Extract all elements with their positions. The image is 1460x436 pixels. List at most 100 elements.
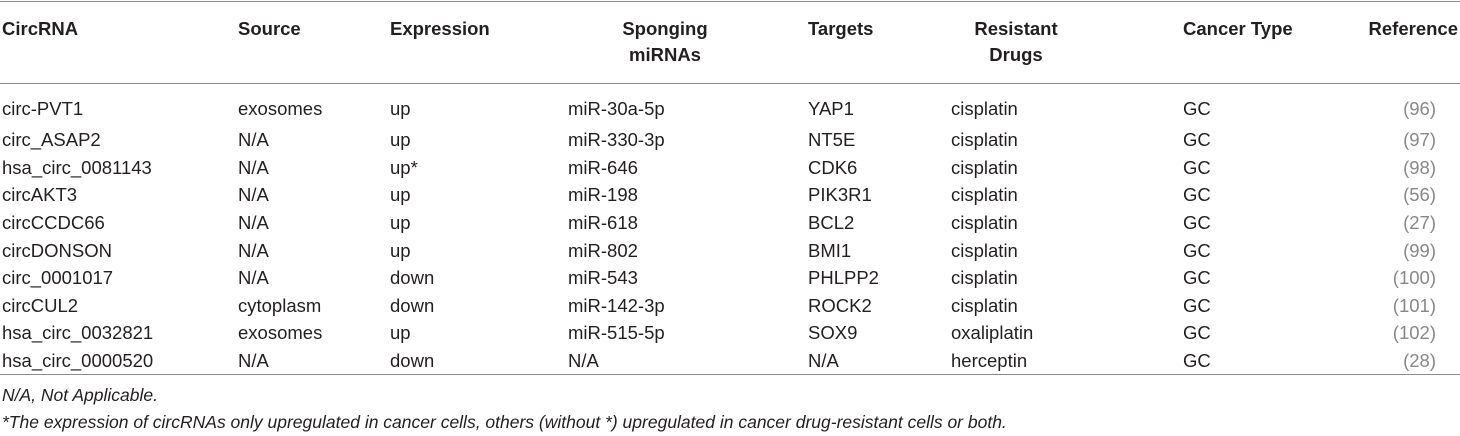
cell-cancer-type: GC [1183, 239, 1211, 261]
cell-reference: (99) [1355, 236, 1460, 264]
reference-link[interactable]: 101 [1398, 294, 1430, 316]
reference-paren: ( [1403, 350, 1410, 372]
cell-targets: ROCK2 [808, 294, 872, 316]
cell-sponging-mirna: miR-618 [568, 212, 638, 234]
cell-resistant-drug: cisplatin [951, 156, 1018, 178]
cell-cancer-type: GC [1183, 98, 1211, 119]
cell-reference: (56) [1355, 181, 1460, 209]
cell-circrna: hsa_circ_0032821 [2, 322, 154, 344]
cell-source: exosomes [238, 98, 323, 119]
reference-link[interactable]: 100 [1398, 267, 1430, 289]
cell-expression: up [390, 212, 411, 234]
reference-link[interactable]: 96 [1409, 98, 1430, 119]
reference-paren: ) [1429, 294, 1436, 316]
cell-reference: (96) [1355, 83, 1460, 126]
header-cancer-type: Cancer Type [1183, 18, 1293, 39]
cell-expression: up* [390, 156, 418, 178]
cell-resistant-drug: cisplatin [951, 239, 1018, 261]
cell-sponging-mirna: N/A [568, 350, 599, 372]
reference-link[interactable]: 99 [1409, 239, 1430, 261]
cell-circrna: hsa_circ_0081143 [2, 156, 152, 178]
cell-targets: CDK6 [808, 156, 858, 178]
cell-reference: (100) [1355, 264, 1460, 292]
cell-targets: NT5E [808, 129, 856, 151]
table-row: hsa_circ_0081143 N/A up* miR-646 CDK6 cisplat… [0, 154, 1460, 182]
cell-circrna: hsa_circ_0000520 [2, 350, 154, 372]
cell-circrna: circ_ASAP2 [2, 129, 101, 151]
cell-resistant-drug: oxaliplatin [951, 322, 1034, 344]
cell-cancer-type: GC [1183, 350, 1211, 372]
reference-paren: ) [1429, 156, 1436, 178]
reference-paren: ) [1429, 239, 1436, 261]
cell-reference: (28) [1355, 347, 1460, 375]
table-row: circ_0001017 N/A down miR-543 PHLPP2 cisplati… [0, 264, 1460, 292]
cell-sponging-mirna: miR-515-5p [568, 322, 665, 344]
cell-source: N/A [238, 212, 269, 234]
cell-expression: down [390, 294, 435, 316]
table-row: hsa_circ_0000520 N/A down N/A N/A herceptin GC… [0, 347, 1460, 375]
cell-circrna: circDONSON [2, 239, 112, 261]
cell-circrna: circCCDC66 [2, 212, 105, 234]
table-row: circAKT3 N/A up miR-198 PIK3R1 cisplatin GC (56… [0, 181, 1460, 209]
cell-sponging-mirna: miR-646 [568, 156, 638, 178]
top-rule [0, 1, 1460, 2]
cell-source: N/A [238, 267, 269, 289]
cell-reference: (97) [1355, 126, 1460, 154]
cell-targets: BMI1 [808, 239, 852, 261]
table-row: circCUL2 cytoplasm down miR-142-3p ROCK2 cisp… [0, 292, 1460, 320]
reference-link[interactable]: 98 [1409, 156, 1430, 178]
reference-paren: ) [1429, 212, 1436, 234]
cell-resistant-drug: cisplatin [951, 129, 1018, 151]
cell-resistant-drug: cisplatin [951, 184, 1018, 206]
header-sponging-line1: Sponging [622, 18, 708, 39]
reference-link[interactable]: 97 [1409, 129, 1430, 151]
cell-expression: up [390, 129, 411, 151]
cell-sponging-mirna: miR-802 [568, 239, 638, 261]
header-sponging-line2: miRNAs [629, 44, 701, 65]
header-reference: Reference [1368, 18, 1458, 39]
reference-paren: ( [1403, 239, 1410, 261]
reference-paren: ) [1429, 267, 1436, 289]
reference-paren: ) [1429, 129, 1436, 151]
reference-link[interactable]: 27 [1409, 212, 1430, 234]
cell-circrna: circAKT3 [2, 184, 78, 206]
reference-link[interactable]: 56 [1409, 184, 1430, 206]
cell-targets: PHLPP2 [808, 267, 879, 289]
cell-targets: BCL2 [808, 212, 855, 234]
cell-cancer-type: GC [1183, 294, 1211, 316]
cell-cancer-type: GC [1183, 267, 1211, 289]
cell-expression: down [390, 267, 435, 289]
header-sponging-mirnas: Sponging miRNAs [564, 2, 806, 83]
bottom-rule [0, 374, 1460, 375]
header-rule [0, 83, 1460, 84]
cell-reference: (27) [1355, 209, 1460, 237]
table-row: hsa_circ_0032821 exosomes up miR-515-5p SOX9… [0, 319, 1460, 347]
reference-paren: ( [1403, 156, 1410, 178]
cell-expression: up [390, 239, 411, 261]
table-row: circ_ASAP2 N/A up miR-330-3p NT5E cisplatin GC… [0, 126, 1460, 154]
cell-reference: (102) [1355, 319, 1460, 347]
reference-link[interactable]: 102 [1398, 322, 1430, 344]
table-row: circDONSON N/A up miR-802 BMI1 cisplatin GC (99… [0, 236, 1460, 264]
cell-resistant-drug: cisplatin [951, 212, 1018, 234]
cell-expression: up [390, 322, 411, 344]
reference-paren: ) [1429, 184, 1436, 206]
cell-cancer-type: GC [1183, 184, 1211, 206]
cell-circrna: circ-PVT1 [2, 98, 84, 119]
header-row: CircRNA Source Expression Sponging miRNA… [0, 2, 1460, 83]
reference-paren: ) [1429, 322, 1436, 344]
reference-paren: ( [1403, 184, 1410, 206]
reference-paren: ( [1392, 267, 1399, 289]
cell-resistant-drug: herceptin [951, 350, 1028, 372]
header-targets: Targets [808, 18, 874, 39]
cell-circrna: circ_0001017 [2, 267, 114, 289]
footnote-asterisk: *The expression of circRNAs only upregul… [2, 412, 1007, 432]
cell-cancer-type: GC [1183, 212, 1211, 234]
header-expression: Expression [390, 18, 490, 39]
reference-paren: ( [1403, 212, 1410, 234]
table-row: circ-PVT1 exosomes up miR-30a-5p YAP1 cisplat… [0, 83, 1460, 126]
cell-reference: (101) [1355, 292, 1460, 320]
cell-targets: PIK3R1 [808, 184, 872, 206]
reference-link[interactable]: 28 [1409, 350, 1430, 372]
cell-sponging-mirna: miR-142-3p [568, 294, 665, 316]
